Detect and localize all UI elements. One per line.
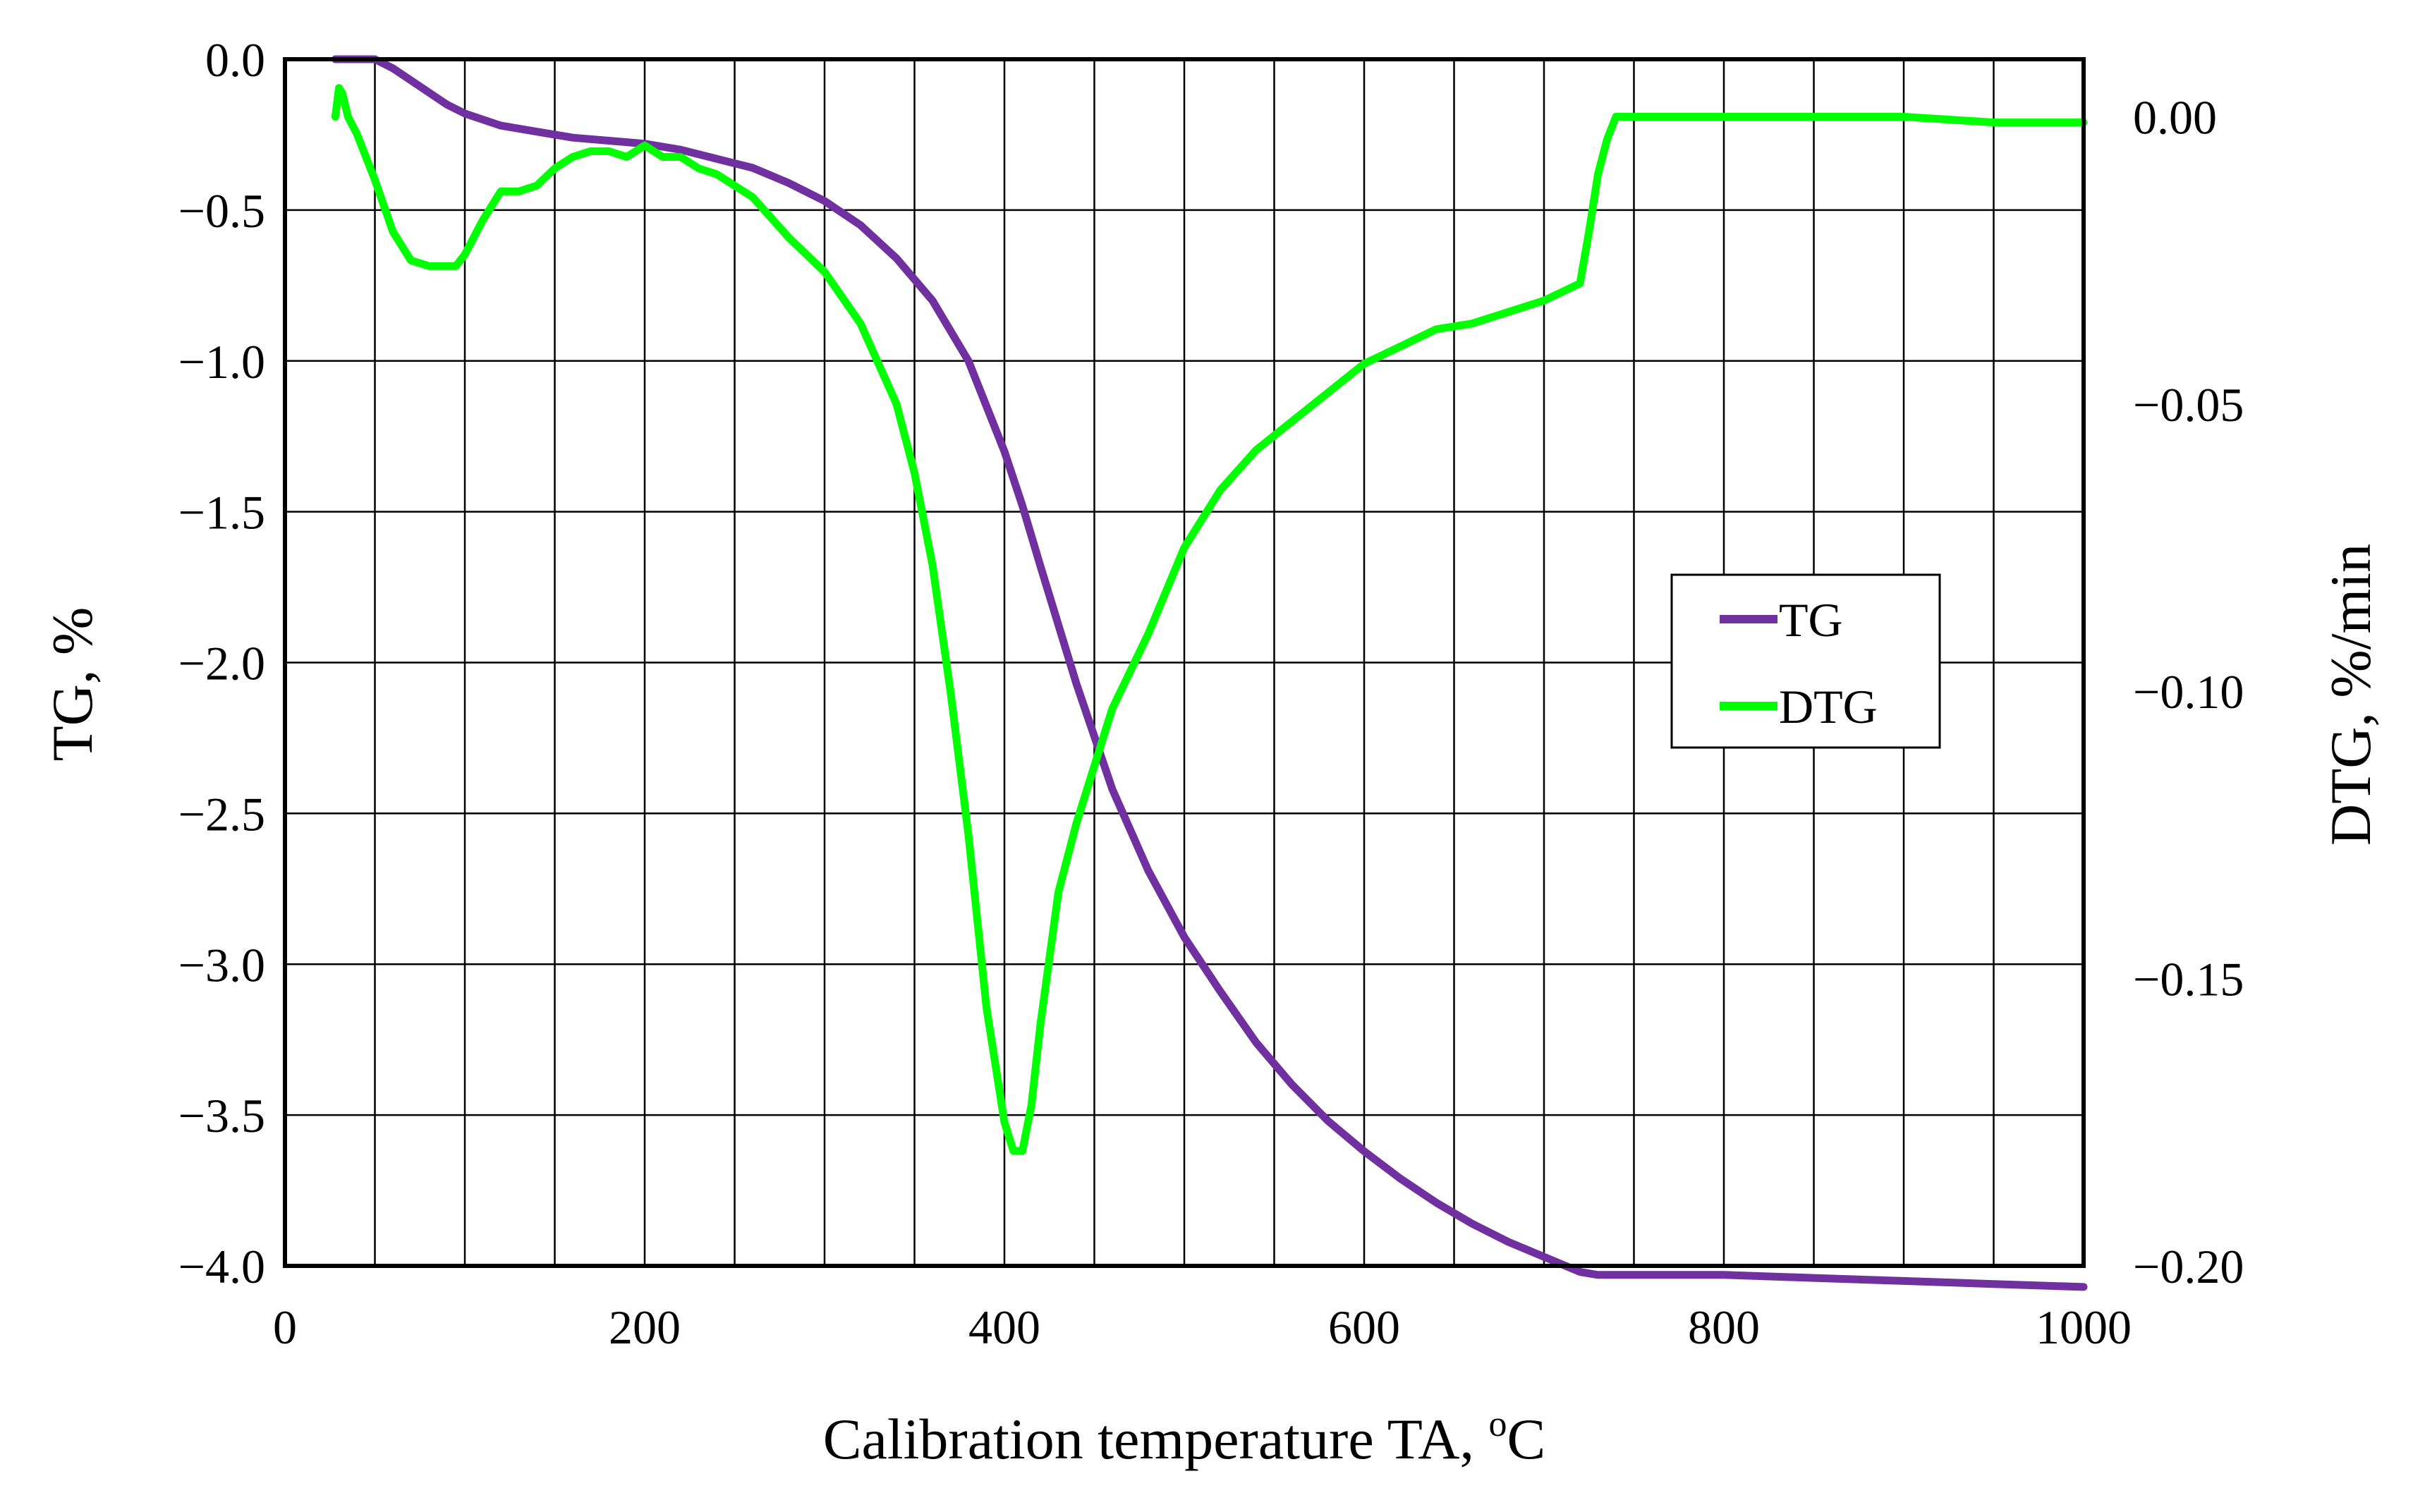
right-axis-ticks: 0.00 −0.05 −0.10 −0.15 −0.20	[2133, 90, 2244, 1293]
left-axis-title: TG, %	[40, 607, 104, 762]
x-axis-title-main: Calibration temperature TA,	[823, 1407, 1489, 1471]
right-axis-title: DTG, %/min	[2318, 544, 2383, 846]
plot-frame	[283, 57, 2086, 1268]
legend: TG DTG	[1670, 573, 1941, 749]
x-tick-label: 800	[1688, 1300, 1760, 1354]
x-tick-label: 600	[1328, 1300, 1400, 1354]
x-axis-ticks: 0 200 400 600 800 1000	[273, 1300, 2132, 1354]
left-axis-ticks: 0.0 −0.5 −1.0 −1.5 −2.0 −2.5 −3.0 −3.5 −4.0	[178, 33, 265, 1293]
x-tick-label: 1000	[2036, 1300, 2132, 1354]
x-axis-title-tail: C	[1507, 1407, 1546, 1471]
x-tick-label: 400	[968, 1300, 1040, 1354]
right-tick-label: 0.00	[2133, 90, 2217, 144]
left-tick-label: −3.5	[178, 1089, 265, 1142]
x-tick-label: 0	[273, 1300, 297, 1354]
right-tick-label: −0.05	[2133, 378, 2244, 432]
left-tick-label: −3.0	[178, 938, 265, 992]
x-tick-label: 200	[609, 1300, 681, 1354]
left-tick-label: −4.0	[178, 1240, 265, 1293]
right-tick-label: −0.10	[2133, 665, 2244, 719]
right-tick-label: −0.20	[2133, 1240, 2244, 1293]
right-tick-label: −0.15	[2133, 953, 2244, 1006]
series-line-dtg	[331, 84, 2088, 1155]
x-axis-title: Calibration temperature TA, oC	[823, 1404, 1545, 1471]
left-tick-label: −0.5	[178, 184, 265, 238]
left-tick-label: −1.5	[178, 486, 265, 539]
legend-label-dtg: DTG	[1779, 680, 1878, 733]
left-tick-label: −1.0	[178, 335, 265, 389]
x-axis-title-sup: o	[1489, 1404, 1507, 1444]
legend-box	[1670, 573, 1941, 749]
series-line-tg	[331, 55, 2088, 1291]
left-tick-label: 0.0	[205, 33, 265, 87]
series-layer	[331, 55, 2088, 1291]
left-tick-label: −2.0	[178, 637, 265, 690]
legend-label-tg: TG	[1779, 593, 1843, 647]
left-tick-label: −2.5	[178, 787, 265, 841]
